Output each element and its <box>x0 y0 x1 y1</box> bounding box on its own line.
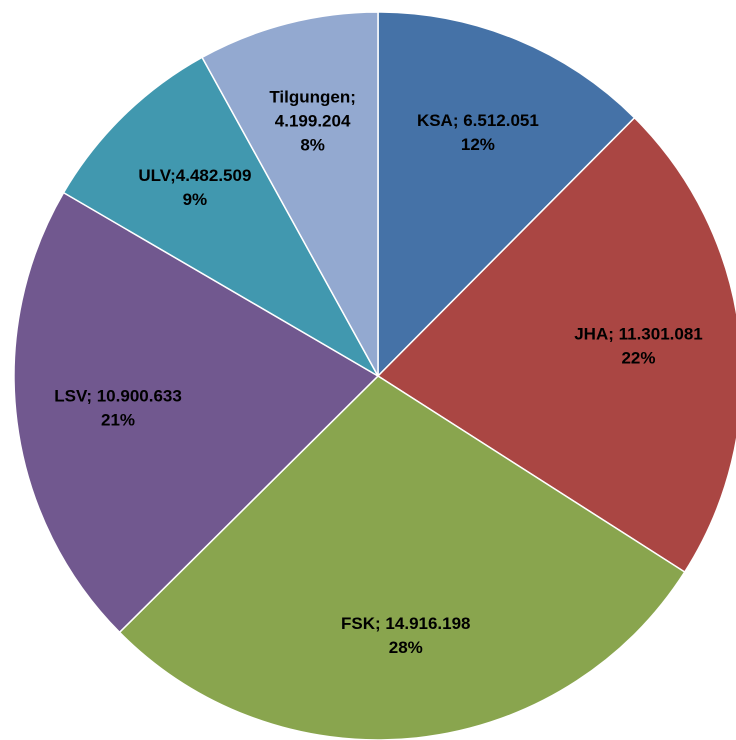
data-label: ULV;4.482.509 <box>138 166 251 185</box>
data-label: FSK; 14.916.198 <box>341 614 470 633</box>
pie-slice <box>13 191 380 634</box>
percentage-label: 9% <box>183 190 208 209</box>
percentage-label: 28% <box>389 638 423 657</box>
percentage-label: 22% <box>621 349 655 368</box>
pie-slice <box>118 375 686 740</box>
pie-slice <box>62 56 380 379</box>
data-label: KSA; 6.512.051 <box>417 111 539 130</box>
data-label: LSV; 10.900.633 <box>54 387 182 406</box>
pie-slice <box>201 11 379 377</box>
percentage-label: 8% <box>300 136 325 155</box>
data-label: Tilgungen; <box>269 88 356 107</box>
data-label: JHA; 11.301.081 <box>574 325 703 344</box>
percentage-label: 21% <box>101 411 135 430</box>
pie-slice <box>376 116 736 574</box>
pie-slice <box>377 11 636 378</box>
data-label: 4.199.204 <box>275 112 351 131</box>
percentage-label: 12% <box>461 135 495 154</box>
